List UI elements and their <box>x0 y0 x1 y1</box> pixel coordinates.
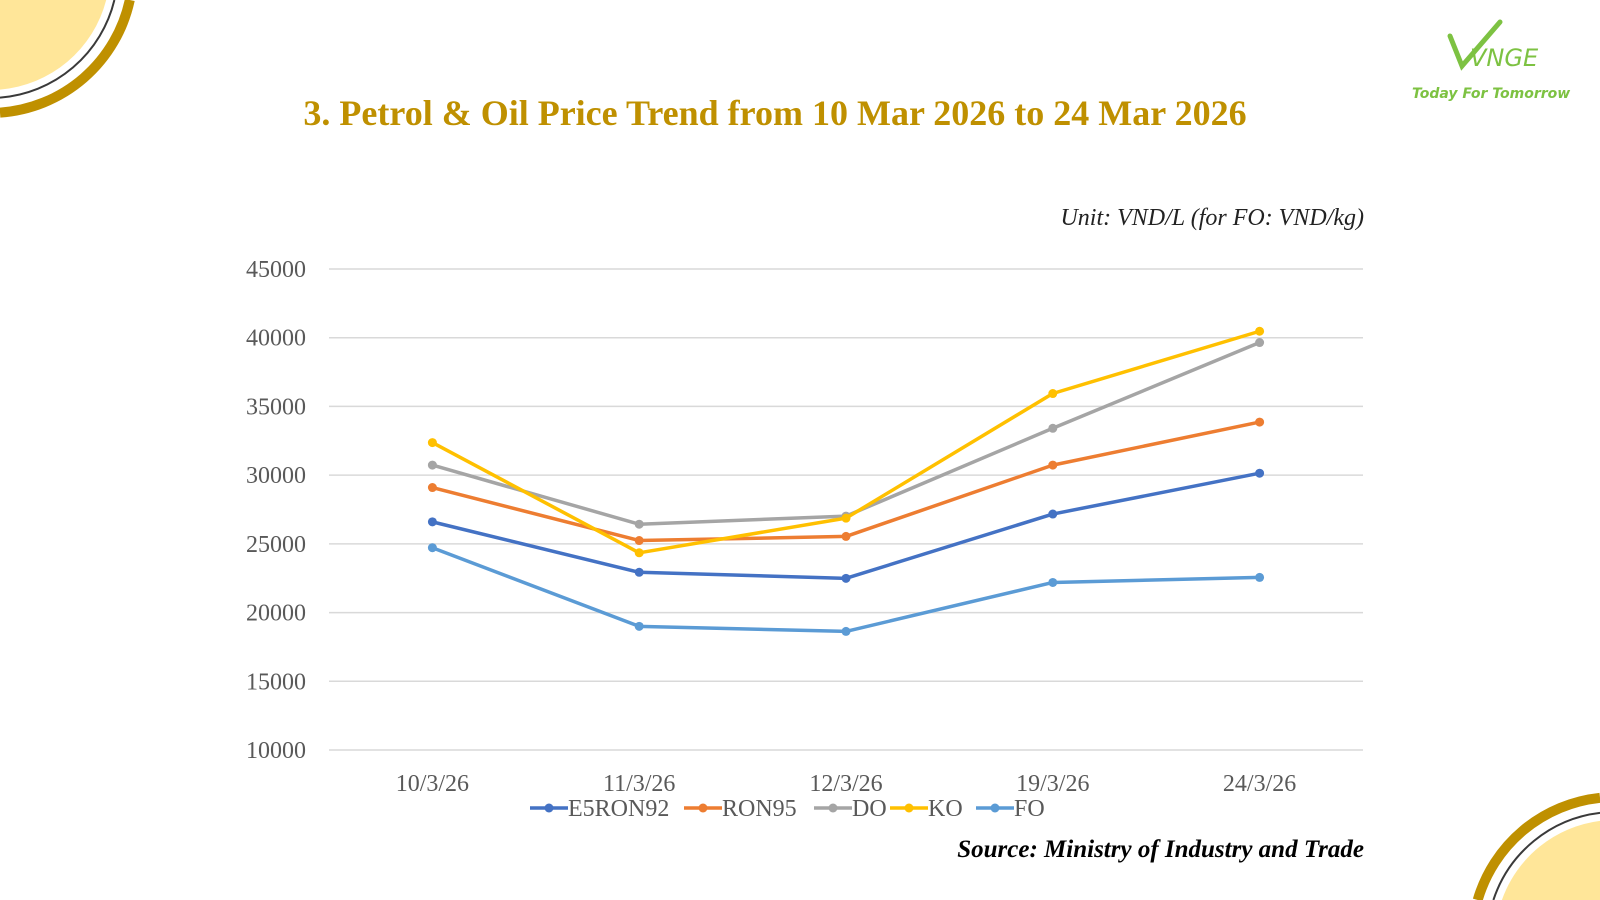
data-point-e5ron92 <box>634 567 644 577</box>
data-point-ko <box>634 548 644 558</box>
data-point-fo <box>1255 572 1265 582</box>
legend-marker <box>904 803 914 813</box>
y-tick-label: 25000 <box>246 532 306 558</box>
data-point-fo <box>427 543 437 553</box>
series-line-ron95 <box>431 420 1260 543</box>
legend-label: FO <box>1014 796 1045 822</box>
data-point-e5ron92 <box>1255 468 1265 478</box>
legend-marker <box>544 803 554 813</box>
y-tick-label: 20000 <box>246 601 306 627</box>
data-point-do <box>1048 423 1058 433</box>
data-point-fo <box>1048 577 1058 587</box>
data-point-fo <box>841 626 851 636</box>
data-point-e5ron92 <box>841 573 851 583</box>
data-point-ron95 <box>634 536 644 546</box>
y-tick-label: 40000 <box>246 326 306 352</box>
data-point-ko <box>427 438 437 448</box>
y-tick-label: 45000 <box>246 257 306 283</box>
data-point-do <box>1255 338 1265 348</box>
corner-fill <box>0 0 107 90</box>
data-point-ko <box>841 513 851 523</box>
x-tick-label: 11/3/26 <box>603 771 675 797</box>
y-tick-label: 35000 <box>246 394 306 420</box>
data-point-ron95 <box>427 483 437 493</box>
y-tick-label: 30000 <box>246 463 306 489</box>
data-point-e5ron92 <box>427 517 437 527</box>
vnge-logo: VNGE Today For Tomorrow <box>1412 19 1570 102</box>
data-point-do <box>634 519 644 529</box>
x-tick-label: 19/3/26 <box>1016 771 1089 797</box>
legend-label: E5RON92 <box>568 796 669 822</box>
unit-note: Unit: VND/L (for FO: VND/kg) <box>1060 205 1364 231</box>
x-tick-label: 12/3/26 <box>809 771 882 797</box>
corner-gold-arc <box>0 0 135 118</box>
legend-marker <box>698 803 708 813</box>
series-line-fo <box>431 546 1260 634</box>
data-point-do <box>427 460 437 470</box>
x-tick-label: 24/3/26 <box>1223 771 1296 797</box>
legend-label: RON95 <box>722 796 797 822</box>
y-tick-label: 10000 <box>246 738 306 764</box>
corner-thin-arc <box>0 0 116 99</box>
corner-decoration-bottom-right <box>1472 792 1600 900</box>
page-title: 3. Petrol & Oil Price Trend from 10 Mar … <box>303 93 1247 133</box>
data-point-fo <box>634 621 644 631</box>
legend-label: DO <box>852 796 887 822</box>
logo-brand: VNGE <box>1470 44 1539 72</box>
source-note: Source: Ministry of Industry and Trade <box>957 836 1364 863</box>
logo-tagline: Today For Tomorrow <box>1412 86 1570 102</box>
data-point-ron95 <box>841 531 851 541</box>
corner-gold-arc <box>1472 792 1600 900</box>
legend-label: KO <box>928 796 963 822</box>
data-point-ron95 <box>1255 417 1265 427</box>
corner-thin-arc <box>1492 811 1600 900</box>
legend-marker <box>828 803 838 813</box>
corner-decoration-top-left <box>0 0 135 118</box>
y-tick-label: 15000 <box>246 669 306 695</box>
legend-marker <box>990 803 1000 813</box>
data-point-ko <box>1048 389 1058 399</box>
x-tick-label: 10/3/26 <box>396 771 469 797</box>
data-point-e5ron92 <box>1048 509 1058 519</box>
corner-fill <box>1501 820 1600 900</box>
series-line-e5ron92 <box>431 471 1260 581</box>
data-point-ko <box>1255 326 1265 336</box>
data-point-ron95 <box>1048 460 1058 470</box>
